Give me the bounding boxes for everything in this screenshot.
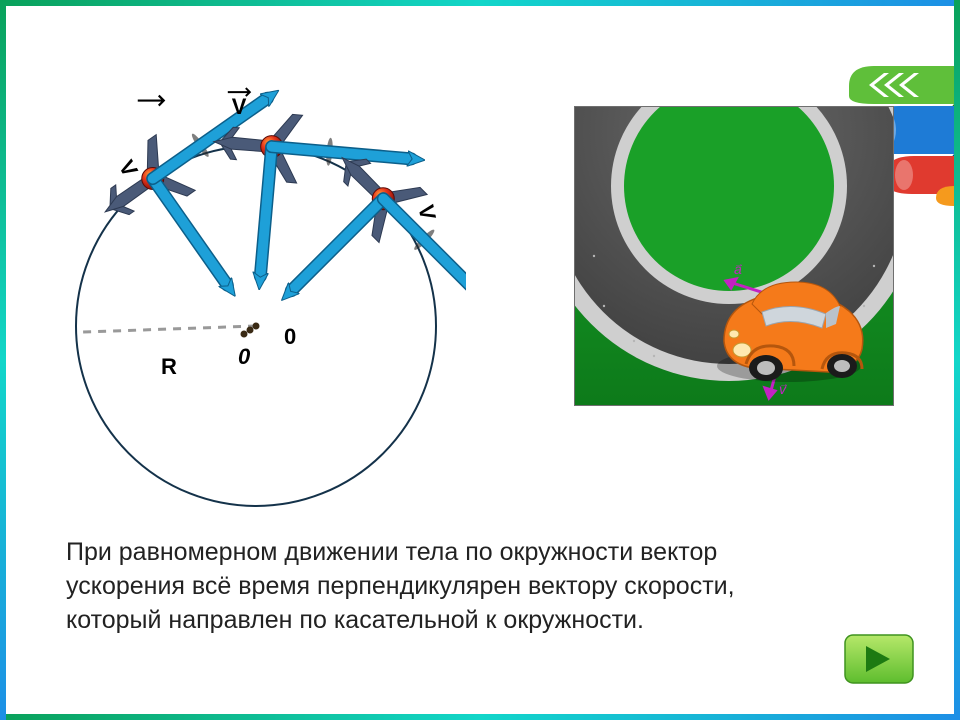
svg-text:0: 0 <box>284 324 296 349</box>
svg-text:V: V <box>232 94 247 119</box>
slide-caption: При равномерном движении тела по окружно… <box>66 536 834 637</box>
acceleration-vector <box>260 147 271 277</box>
velocity-vector <box>153 98 268 178</box>
center-point: 0 0 R <box>161 323 296 380</box>
ribbon-back[interactable] <box>849 66 954 110</box>
diagram-svg: 0 0 R V V V <box>46 66 466 536</box>
next-slide-button[interactable] <box>844 634 914 684</box>
svg-text:0: 0 <box>238 344 251 369</box>
circular-motion-diagram: 0 0 R V V V <box>46 66 466 486</box>
frame-bottom <box>0 714 960 720</box>
svg-text:R: R <box>161 354 177 379</box>
radius-dash <box>76 326 256 332</box>
frame-right <box>954 0 960 720</box>
svg-text:V: V <box>413 203 441 223</box>
svg-text:V: V <box>114 156 143 181</box>
slide-content: 0 0 R V V V <box>6 6 954 714</box>
svg-text:→: → <box>734 259 744 270</box>
acceleration-vector <box>291 199 383 291</box>
vector-overbar <box>138 96 164 106</box>
car-turning-illustration: a → v → <box>574 106 894 406</box>
car-svg: a → v → <box>574 106 894 406</box>
